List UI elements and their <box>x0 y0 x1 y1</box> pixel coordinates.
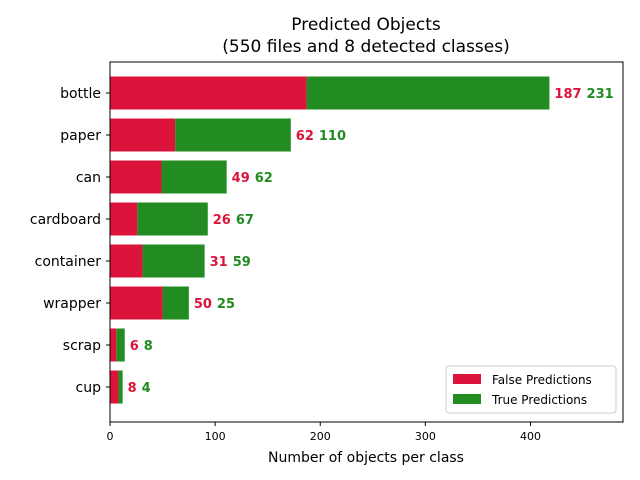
value-label-false-container: 31 <box>210 255 228 270</box>
value-label-false-cardboard: 26 <box>213 213 231 228</box>
x-tick-label-0: 0 <box>107 430 114 443</box>
y-tick-label-bottle: bottle <box>60 86 101 102</box>
legend-swatch-true <box>453 394 481 404</box>
bar-container-true <box>142 244 205 278</box>
bar-paper-false <box>110 118 176 152</box>
bar-scrap-true <box>116 328 125 362</box>
bar-can-false <box>110 160 162 194</box>
value-label-false-can: 49 <box>232 171 250 186</box>
value-label-false-paper: 62 <box>296 129 314 144</box>
legend: False Predictions True Predictions <box>445 365 617 414</box>
y-axis: bottle paper can cardboard container wrapper s… <box>30 86 110 396</box>
x-tick-label-300: 300 <box>415 430 436 443</box>
y-tick-label-can: can <box>76 170 101 186</box>
x-axis: 0 100 200 300 400 <box>107 422 541 443</box>
bar-can-true <box>161 160 227 194</box>
chart-title: Predicted Objects <box>291 15 441 35</box>
value-label-true-bottle: 231 <box>587 87 614 102</box>
y-tick-label-wrapper: wrapper <box>43 296 101 312</box>
value-label-true-scrap: 8 <box>144 339 153 354</box>
bar-cup-true <box>118 370 123 404</box>
value-label-false-wrapper: 50 <box>194 297 212 312</box>
legend-label-false: False Predictions <box>492 373 592 387</box>
value-label-false-cup: 8 <box>128 381 137 396</box>
value-label-true-cup: 4 <box>142 381 151 396</box>
value-label-true-paper: 110 <box>319 129 346 144</box>
x-axis-label: Number of objects per class <box>268 450 464 466</box>
value-label-true-cardboard: 67 <box>236 213 254 228</box>
bar-bottle-true <box>306 76 550 110</box>
y-tick-label-container: container <box>35 254 102 270</box>
bar-cup-false <box>110 370 119 404</box>
legend-box <box>445 365 617 414</box>
y-tick-label-cup: cup <box>76 380 102 396</box>
bar-cardboard-false <box>110 202 138 236</box>
value-label-true-container: 59 <box>233 255 251 270</box>
chart-subtitle: (550 files and 8 detected classes) <box>222 37 509 57</box>
bar-wrapper-true <box>162 286 189 320</box>
value-label-false-scrap: 6 <box>130 339 139 354</box>
bar-wrapper-false <box>110 286 163 320</box>
x-tick-label-100: 100 <box>205 430 226 443</box>
y-tick-label-cardboard: cardboard <box>30 212 101 228</box>
value-label-true-can: 62 <box>255 171 273 186</box>
bars-layer <box>110 76 550 404</box>
bar-scrap-false <box>110 328 117 362</box>
y-tick-label-scrap: scrap <box>63 338 101 354</box>
y-tick-label-paper: paper <box>60 128 101 144</box>
bar-paper-true <box>175 118 291 152</box>
value-label-true-wrapper: 25 <box>217 297 235 312</box>
plot-frame <box>109 61 624 423</box>
value-label-false-bottle: 187 <box>554 87 581 102</box>
bar-cardboard-true <box>137 202 208 236</box>
bar-bottle-false <box>110 76 307 110</box>
bar-container-false <box>110 244 143 278</box>
legend-label-true: True Predictions <box>491 393 587 407</box>
legend-swatch-false <box>453 374 481 384</box>
x-tick-label-200: 200 <box>310 430 331 443</box>
x-tick-label-400: 400 <box>520 430 541 443</box>
